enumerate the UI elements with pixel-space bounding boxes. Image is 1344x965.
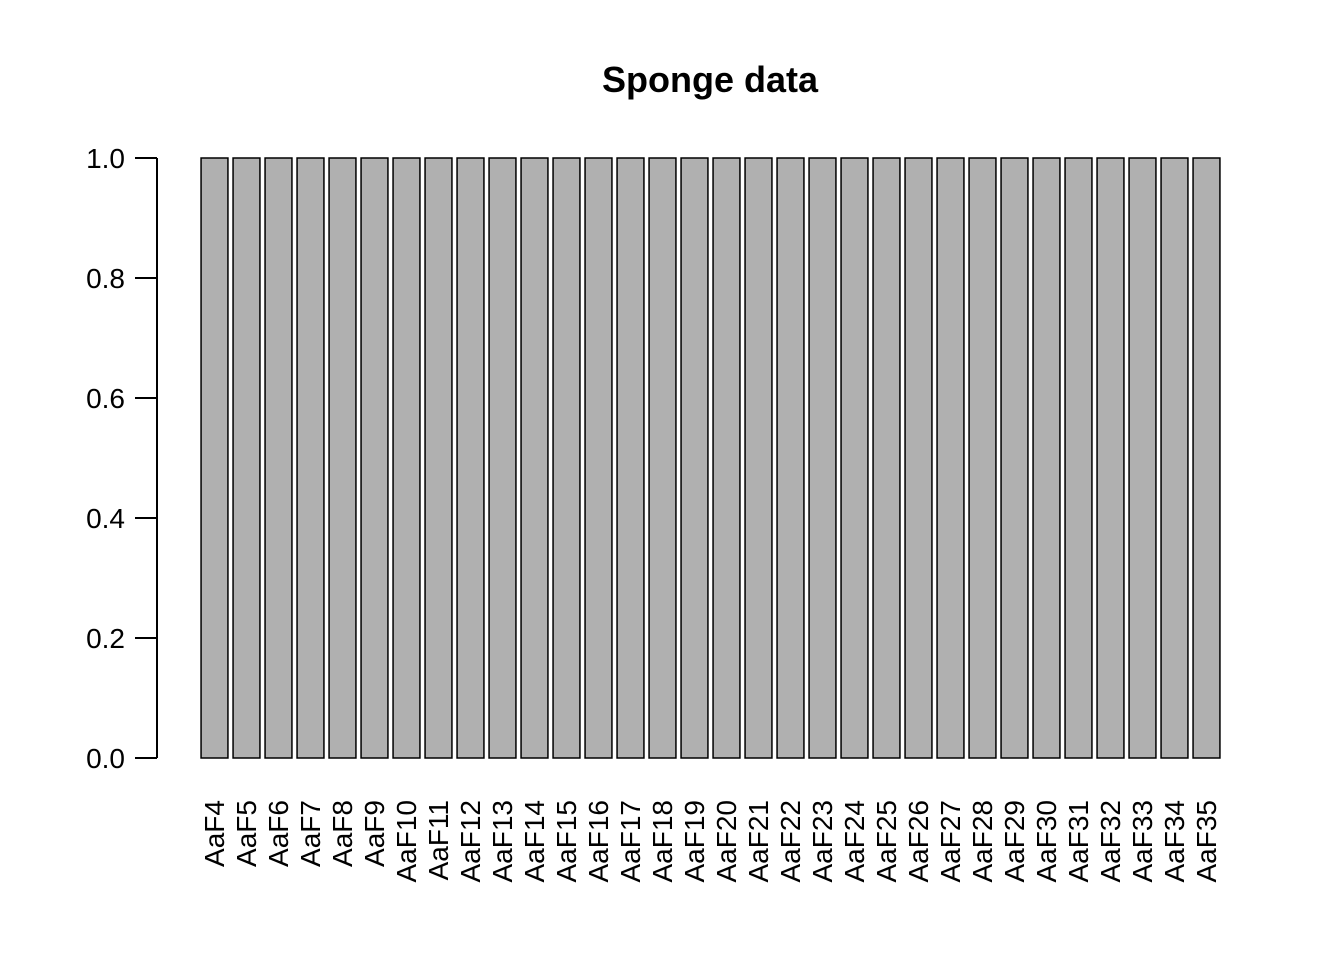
bar-AaF28 bbox=[968, 157, 997, 759]
x-tick-label: AaF29 bbox=[999, 800, 1030, 883]
x-tick-label: AaF32 bbox=[1095, 800, 1126, 883]
bar-AaF23 bbox=[808, 157, 837, 759]
x-tick-label: AaF4 bbox=[199, 800, 230, 867]
x-tick-labels: AaF4 AaF5 AaF6 AaF7 AaF8 AaF9 AaF10 AaF11 AaF12 A… bbox=[199, 800, 1222, 883]
y-tick-label: 1.0 bbox=[86, 143, 125, 174]
bar-AaF26 bbox=[904, 157, 933, 759]
bar-AaF4 bbox=[200, 157, 229, 759]
x-tick-label: AaF12 bbox=[455, 800, 486, 883]
x-tick-label: AaF23 bbox=[807, 800, 838, 883]
bar-AaF18 bbox=[648, 157, 677, 759]
x-tick-label: AaF11 bbox=[423, 800, 454, 880]
bar-AaF22 bbox=[776, 157, 805, 759]
x-tick-label: AaF13 bbox=[487, 800, 518, 883]
x-tick-label: AaF24 bbox=[839, 800, 870, 883]
x-tick-label: AaF27 bbox=[935, 800, 966, 883]
bar-AaF10 bbox=[392, 157, 421, 759]
bar-AaF11 bbox=[424, 157, 453, 759]
x-tick-label: AaF18 bbox=[647, 800, 678, 883]
x-tick-label: AaF20 bbox=[711, 800, 742, 883]
y-tick-label: 0.4 bbox=[86, 503, 125, 534]
x-tick-label: AaF34 bbox=[1159, 800, 1190, 883]
bar-AaF21 bbox=[744, 157, 773, 759]
x-tick-label: AaF8 bbox=[327, 800, 358, 867]
y-axis: 0.0 0.2 0.4 0.6 0.8 1.0 bbox=[86, 143, 158, 774]
x-tick-label: AaF17 bbox=[615, 800, 646, 883]
bars-group bbox=[200, 157, 1221, 759]
bar-AaF33 bbox=[1128, 157, 1157, 759]
bar-AaF16 bbox=[584, 157, 613, 759]
chart-title: Sponge data bbox=[602, 59, 819, 100]
bar-AaF9 bbox=[360, 157, 389, 759]
bar-AaF30 bbox=[1032, 157, 1061, 759]
x-tick-label: AaF21 bbox=[743, 800, 774, 883]
bar-AaF35 bbox=[1192, 157, 1221, 759]
bar-AaF32 bbox=[1096, 157, 1125, 759]
bar-AaF5 bbox=[232, 157, 261, 759]
x-tick-label: AaF30 bbox=[1031, 800, 1062, 883]
bar-AaF6 bbox=[264, 157, 293, 759]
x-tick-label: AaF14 bbox=[519, 800, 550, 883]
x-tick-label: AaF16 bbox=[583, 800, 614, 883]
bar-AaF29 bbox=[1000, 157, 1029, 759]
x-tick-label: AaF19 bbox=[679, 800, 710, 883]
x-tick-label: AaF5 bbox=[231, 800, 262, 867]
bar-AaF31 bbox=[1064, 157, 1093, 759]
x-tick-label: AaF31 bbox=[1063, 800, 1094, 883]
x-tick-label: AaF28 bbox=[967, 800, 998, 883]
y-tick-label: 0.6 bbox=[86, 383, 125, 414]
x-tick-label: AaF9 bbox=[359, 800, 390, 867]
bar-AaF17 bbox=[616, 157, 645, 759]
x-tick-label: AaF26 bbox=[903, 800, 934, 883]
bar-AaF14 bbox=[520, 157, 549, 759]
x-tick-label: AaF35 bbox=[1191, 800, 1222, 883]
x-tick-label: AaF15 bbox=[551, 800, 582, 883]
bar-AaF34 bbox=[1160, 157, 1189, 759]
bar-AaF7 bbox=[296, 157, 325, 759]
bar-AaF13 bbox=[488, 157, 517, 759]
bar-AaF12 bbox=[456, 157, 485, 759]
x-tick-label: AaF10 bbox=[391, 800, 422, 883]
bar-AaF19 bbox=[680, 157, 709, 759]
x-tick-label: AaF22 bbox=[775, 800, 806, 883]
x-tick-label: AaF33 bbox=[1127, 800, 1158, 883]
x-tick-label: AaF6 bbox=[263, 800, 294, 867]
x-tick-label: AaF7 bbox=[295, 800, 326, 867]
bar-AaF8 bbox=[328, 157, 357, 759]
y-tick-label: 0.0 bbox=[86, 743, 125, 774]
y-tick-label: 0.2 bbox=[86, 623, 125, 654]
bar-AaF24 bbox=[840, 157, 869, 759]
bar-AaF20 bbox=[712, 157, 741, 759]
bar-AaF25 bbox=[872, 157, 901, 759]
x-tick-label: AaF25 bbox=[871, 800, 902, 883]
bar-AaF15 bbox=[552, 157, 581, 759]
y-tick-label: 0.8 bbox=[86, 263, 125, 294]
bar-AaF27 bbox=[936, 157, 965, 759]
